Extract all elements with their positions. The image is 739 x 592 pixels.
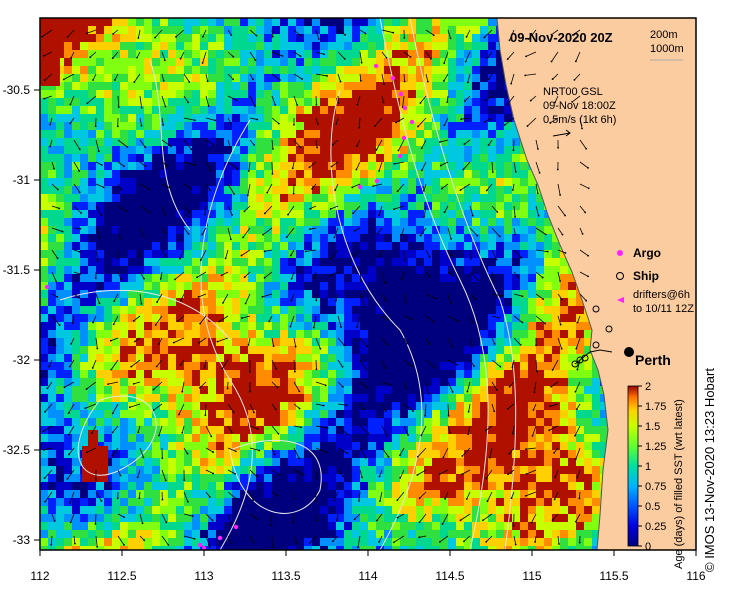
ship-legend-label: Ship [633,269,659,283]
x-tick-label: 116 [686,569,705,583]
colorbar-tick-label: 1.75 [645,401,666,413]
drifter-legend-line2: to 10/11 12Z [633,303,694,315]
bathymetry-contours [59,18,517,550]
scale-arrow-icon [552,129,571,137]
x-tick-label: 113.5 [271,569,300,583]
colorbar [627,385,639,547]
y-tick-label: -32.5 [3,443,31,457]
x-tick-label: 115.5 [599,569,628,583]
argo-floats [44,63,415,551]
copyright-credit: © IMOS 13-Nov-2020 13:23 Hobart [702,368,717,572]
coastline [496,17,609,551]
x-tick-label: 112.5 [107,569,136,583]
colorbar-tick-label: 1.25 [645,441,666,453]
y-tick-label: -30.5 [3,83,31,97]
depth-legend-200m: 200m [650,29,678,41]
map-title: 09-Nov-2020 20Z [510,30,613,45]
ship-track [571,305,613,368]
colorbar-tick-label: 0.75 [645,481,666,493]
depth-legend-1000m: 1000m [650,43,684,55]
x-axis: 112 112.5 113 113.5 114 114.5 115 115.5 116 [30,550,706,583]
x-tick-label: 112 [30,569,49,583]
current-source: NRT00 GSL [543,86,603,98]
perth-marker [624,347,634,357]
sst-age-field [40,18,696,550]
current-time: 09-Nov 18:00Z [543,100,616,112]
colorbar-tick-label: 2 [645,381,651,393]
drifter-legend-icon [617,297,624,303]
colorbar-tick-label: 0.25 [645,521,666,533]
colorbar-tick-label: 1.5 [645,421,660,433]
y-tick-label: -32 [13,353,31,367]
colorbar-tick-label: 0 [645,541,651,553]
x-tick-label: 114 [358,569,377,583]
current-vectors [41,29,590,549]
colorbar-tick-label: 0.5 [645,501,660,513]
x-tick-label: 115 [522,569,541,583]
x-tick-label: 113 [194,569,213,583]
y-tick-label: -31 [13,173,31,187]
colorbar-ticks: 0 0.25 0.5 0.75 1 1.25 1.5 1.75 2 [638,381,666,553]
current-scale: 0.5m/s (1kt 6h) [543,114,616,126]
argo-legend-label: Argo [633,246,661,260]
drifter-legend-line1: drifters@6h [633,289,690,301]
ship-legend-icon [616,272,624,280]
y-tick-label: -33 [13,533,31,547]
y-tick-label: -31.5 [3,263,31,277]
land-mass [497,18,696,550]
argo-legend-icon [617,250,623,256]
x-tick-label: 114.5 [435,569,464,583]
colorbar-tick-label: 1 [645,461,651,473]
colorbar-title: Age (days) of filled SST (wrt latest) [673,399,685,569]
city-label: Perth [635,352,671,368]
y-axis: -30.5 -31 -31.5 -32 -32.5 -33 [3,83,40,547]
